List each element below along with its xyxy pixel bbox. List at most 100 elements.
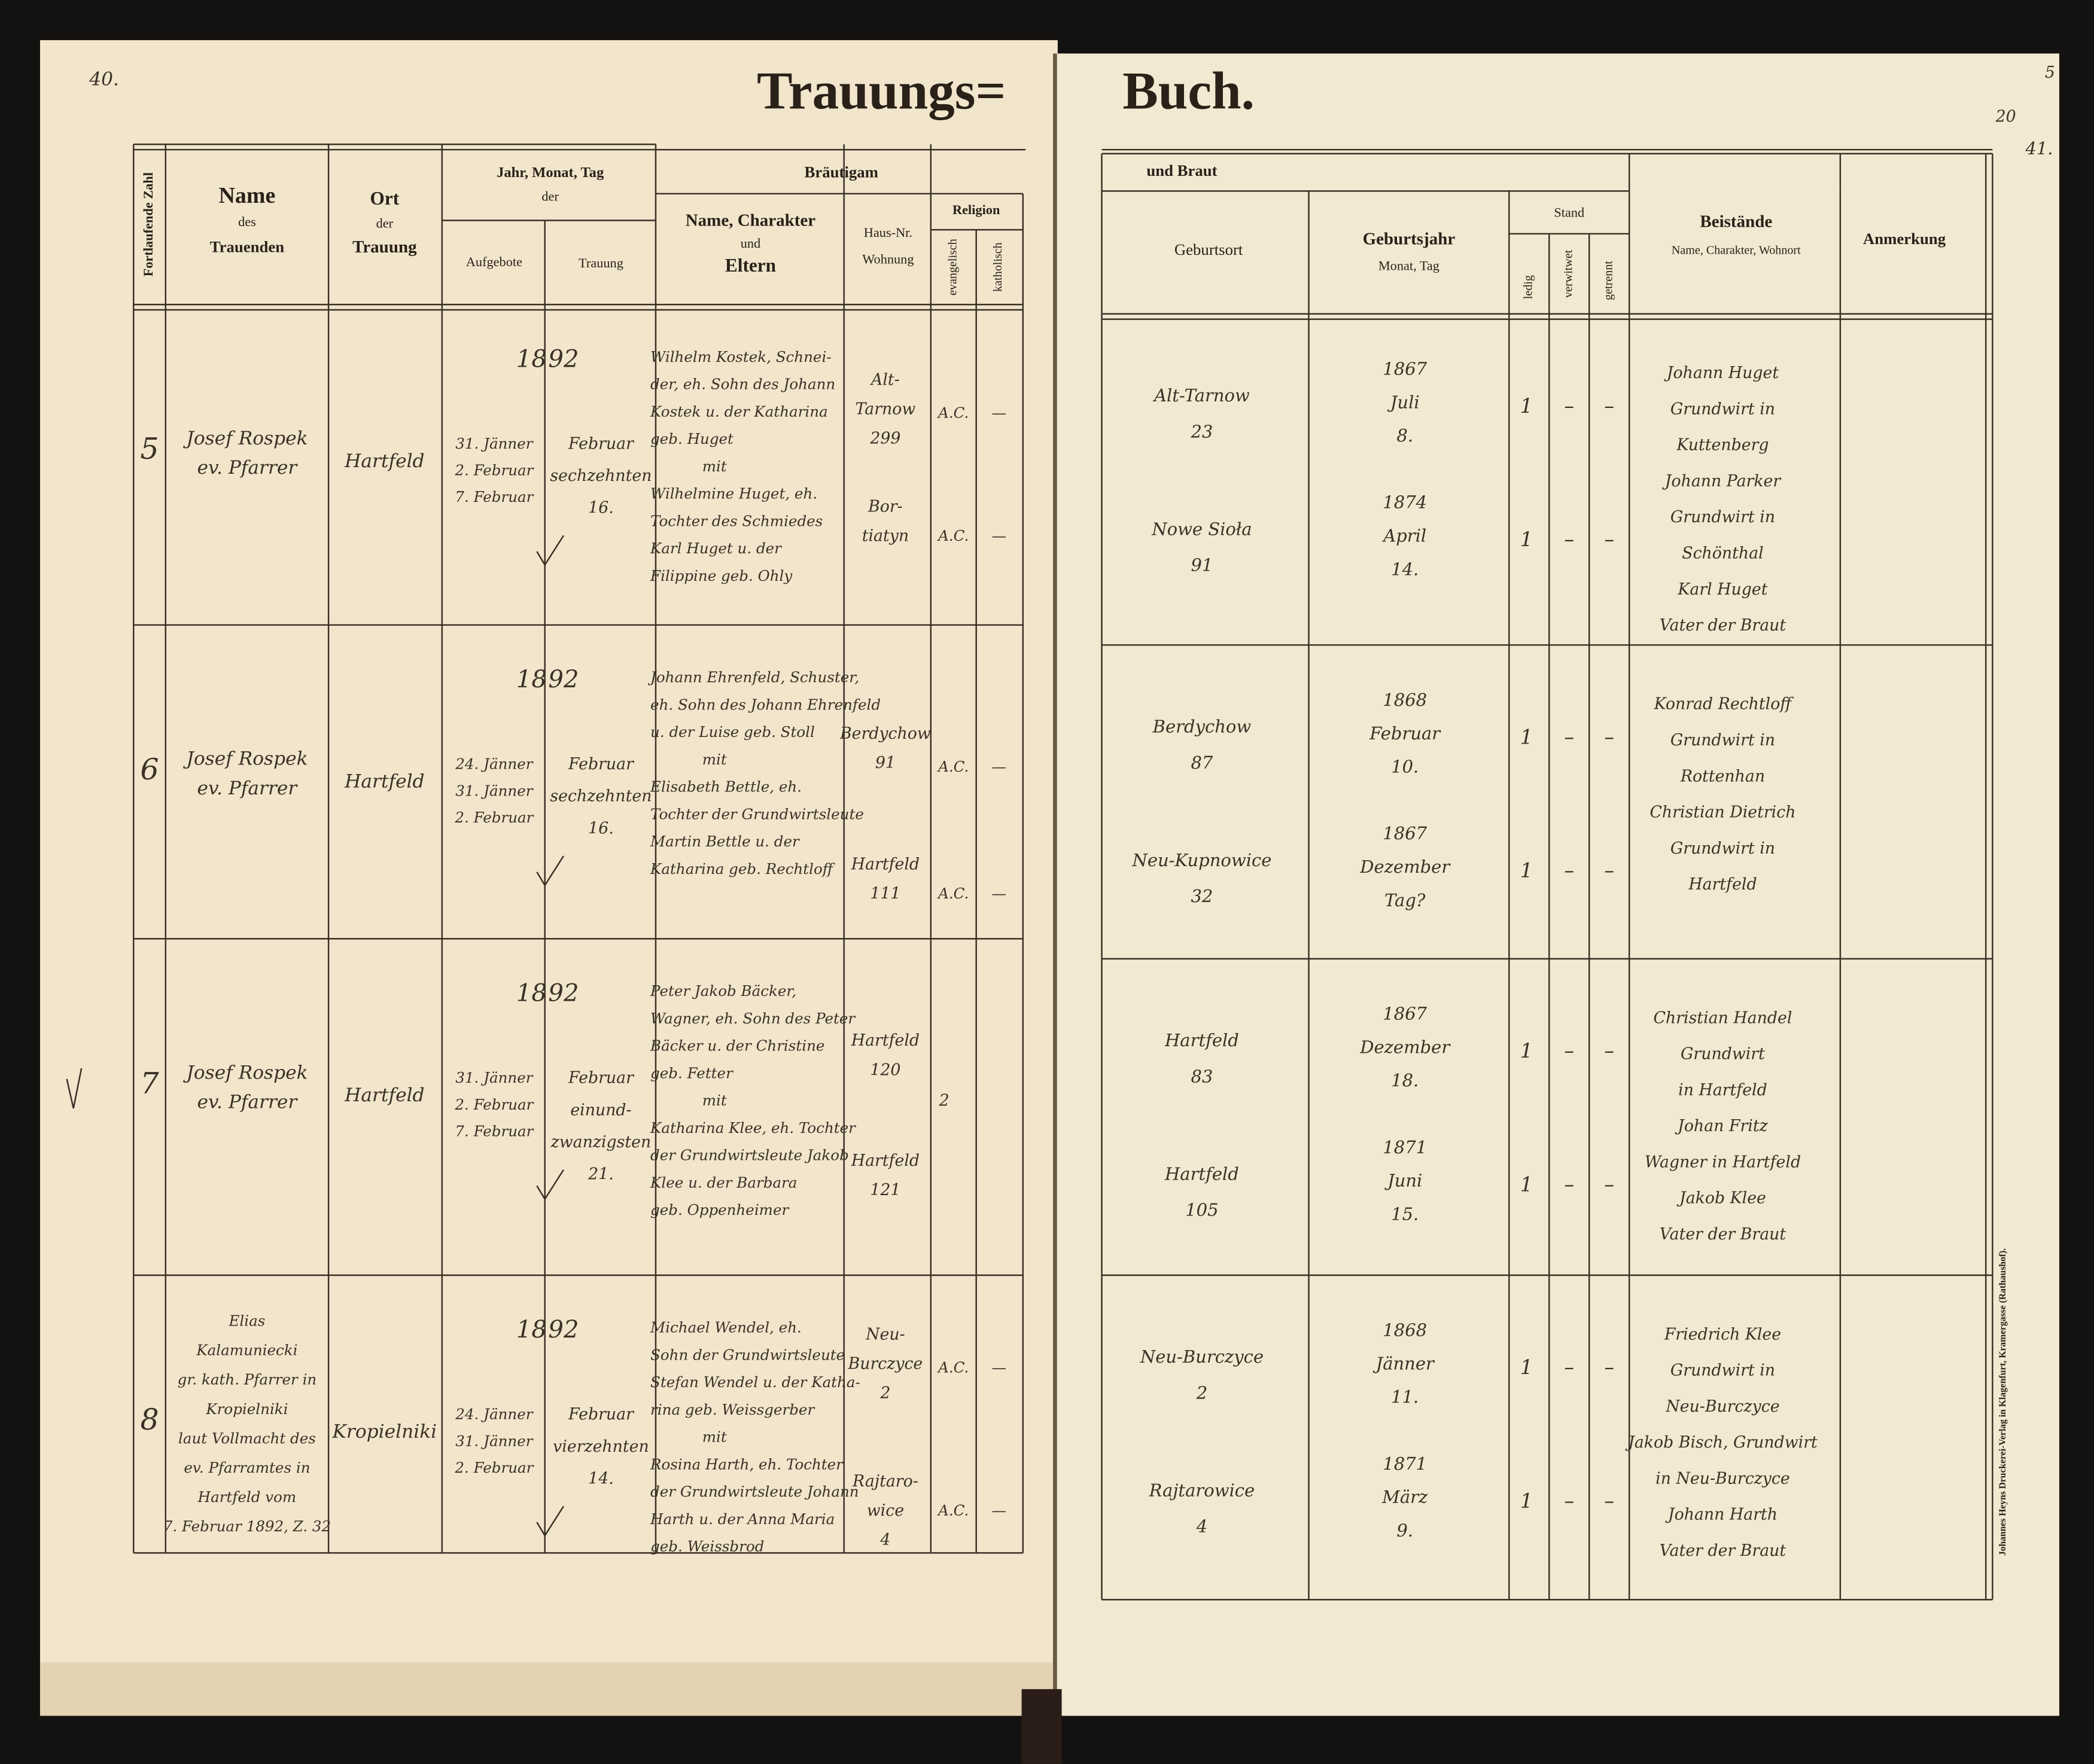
birthplace: 23 (1190, 421, 1213, 441)
check-mark (536, 855, 565, 887)
birth-date: 1871 (1383, 1137, 1427, 1157)
couple-line: rina geb. Weissgerber (650, 1401, 815, 1418)
year: 18 (516, 1316, 547, 1343)
page-number: 41. (2025, 138, 2053, 159)
witness-line: Karl Huget (1677, 580, 1767, 599)
stand-mark: – (1604, 859, 1614, 882)
witness-line: Christian Handel (1654, 1009, 1792, 1027)
house: Neu- (865, 1325, 905, 1343)
column-header: katholisch (991, 242, 1005, 292)
banns-date: 24. Jänner (455, 1406, 533, 1423)
stand-mark: – (1564, 1172, 1574, 1196)
stand-mark: 1 (1520, 1489, 1533, 1512)
birthplace: 91 (1191, 555, 1213, 575)
couple-line: der, eh. Sohn des Johann (650, 376, 835, 393)
stand-mark: 1 (1520, 528, 1533, 551)
birth-date: Jänner (1373, 1353, 1435, 1373)
religion: A.C. (937, 1501, 969, 1519)
witness-line: Grundwirt in (1670, 508, 1775, 526)
birth-date: Juli (1387, 392, 1420, 412)
stand-mark: – (1604, 528, 1614, 551)
house: 120 (870, 1061, 900, 1079)
entry-number: 8 (140, 1402, 159, 1437)
column-header: der (541, 189, 559, 204)
birthplace: Berdychow (1152, 717, 1252, 737)
wedding-date: 16. (588, 499, 614, 517)
couple-line: Katharina geb. Rechtloff (650, 860, 835, 878)
place: Hartfeld (344, 450, 424, 472)
witness-line: Vater der Braut (1660, 1541, 1786, 1560)
column-header: Aufgebote (466, 254, 522, 269)
couple-line: mit (702, 1092, 727, 1109)
religion: A.C. (937, 1359, 969, 1376)
banns-date: 2. Februar (454, 809, 534, 826)
birthplace: Neu-Burczyce (1140, 1346, 1264, 1367)
couple-line: Katharina Klee, eh. Tochter (650, 1119, 856, 1137)
column-header: Trauenden (210, 237, 285, 255)
couple-line: Klee u. der Barbara (650, 1174, 797, 1191)
stand-mark: 1 (1520, 394, 1533, 418)
house: Berdychow (839, 724, 931, 743)
couple-line: Michael Wendel, eh. (650, 1319, 802, 1336)
house: Hartfeld (851, 855, 920, 874)
house: Burczyce (848, 1354, 923, 1373)
officiant: laut Vollmacht des (178, 1430, 316, 1447)
witness-line: Konrad Rechtloff (1654, 695, 1794, 714)
wedding-date: Februar (568, 1069, 635, 1087)
officiant: ev. Pfarrer (197, 778, 299, 799)
birth-date: März (1381, 1487, 1428, 1507)
couple-line: Harth u. der Anna Maria (650, 1510, 835, 1528)
birthplace: 32 (1191, 886, 1213, 906)
house: Tarnow (856, 400, 916, 418)
officiant: Hartfeld vom (197, 1488, 297, 1506)
stand-mark: – (1604, 1039, 1614, 1062)
religion: — (991, 1501, 1006, 1519)
stand-mark: – (1604, 1355, 1614, 1379)
house: Hartfeld (851, 1031, 920, 1050)
banns-date: 31. Jänner (455, 1069, 533, 1086)
couple-line: Elisabeth Bettle, eh. (650, 778, 802, 796)
religion: A.C. (937, 758, 969, 775)
couple-line: mit (702, 1428, 727, 1446)
witness-line: Grundwirt in (1670, 1361, 1775, 1380)
officiant: Kropielniki (205, 1400, 288, 1418)
couple-line: Johann Ehrenfeld, Schuster, (647, 669, 859, 686)
stand-mark: – (1564, 1355, 1574, 1379)
witness-line: in Hartfeld (1678, 1081, 1767, 1099)
birth-date: 9. (1396, 1520, 1413, 1540)
couple-line: Martin Bettle u. der (650, 833, 800, 850)
entry-number: 5 (140, 431, 159, 466)
witness-line: Grundwirt in (1670, 400, 1775, 418)
house: 111 (870, 885, 900, 903)
birth-date: 18. (1391, 1070, 1419, 1090)
couple-line: mit (702, 751, 727, 768)
couple-line: Wagner, eh. Sohn des Peter (650, 1010, 856, 1027)
banns-date: 31. Jänner (455, 1432, 533, 1449)
house: wice (867, 1501, 904, 1520)
year: 92 (548, 345, 579, 373)
religion: A.C. (937, 885, 969, 902)
year: 92 (548, 980, 579, 1007)
witness-line: Johann Harth (1665, 1506, 1778, 1524)
house: 2 (879, 1384, 890, 1403)
officiant: Kalamuniecki (196, 1342, 297, 1359)
stand-mark: – (1604, 1172, 1614, 1196)
column-header: Geburtsort (1174, 240, 1243, 258)
witness-line: Johann Huget (1664, 364, 1779, 382)
wedding-date: zwanzigsten (550, 1133, 652, 1151)
birth-date: 15. (1391, 1204, 1419, 1224)
column-header: Beistände (1700, 212, 1772, 231)
couple-line: Karl Huget u. der (650, 540, 782, 557)
religion: A.C. (937, 404, 969, 422)
year: 18 (516, 345, 547, 373)
couple-line: Wilhelm Kostek, Schnei- (650, 348, 832, 365)
birthplace: Alt-Tarnow (1152, 385, 1250, 406)
witness-line: in Neu-Burczyce (1655, 1469, 1790, 1488)
stand-mark: – (1604, 1489, 1614, 1512)
couple-line: Rosina Harth, eh. Tochter (650, 1455, 844, 1473)
stand-mark: – (1564, 528, 1574, 551)
column-header: getrennt (1602, 261, 1615, 300)
couple-line: u. der Luise geb. Stoll (650, 723, 815, 741)
witness-line: Jakob Bisch, Grundwirt (1625, 1433, 1818, 1452)
